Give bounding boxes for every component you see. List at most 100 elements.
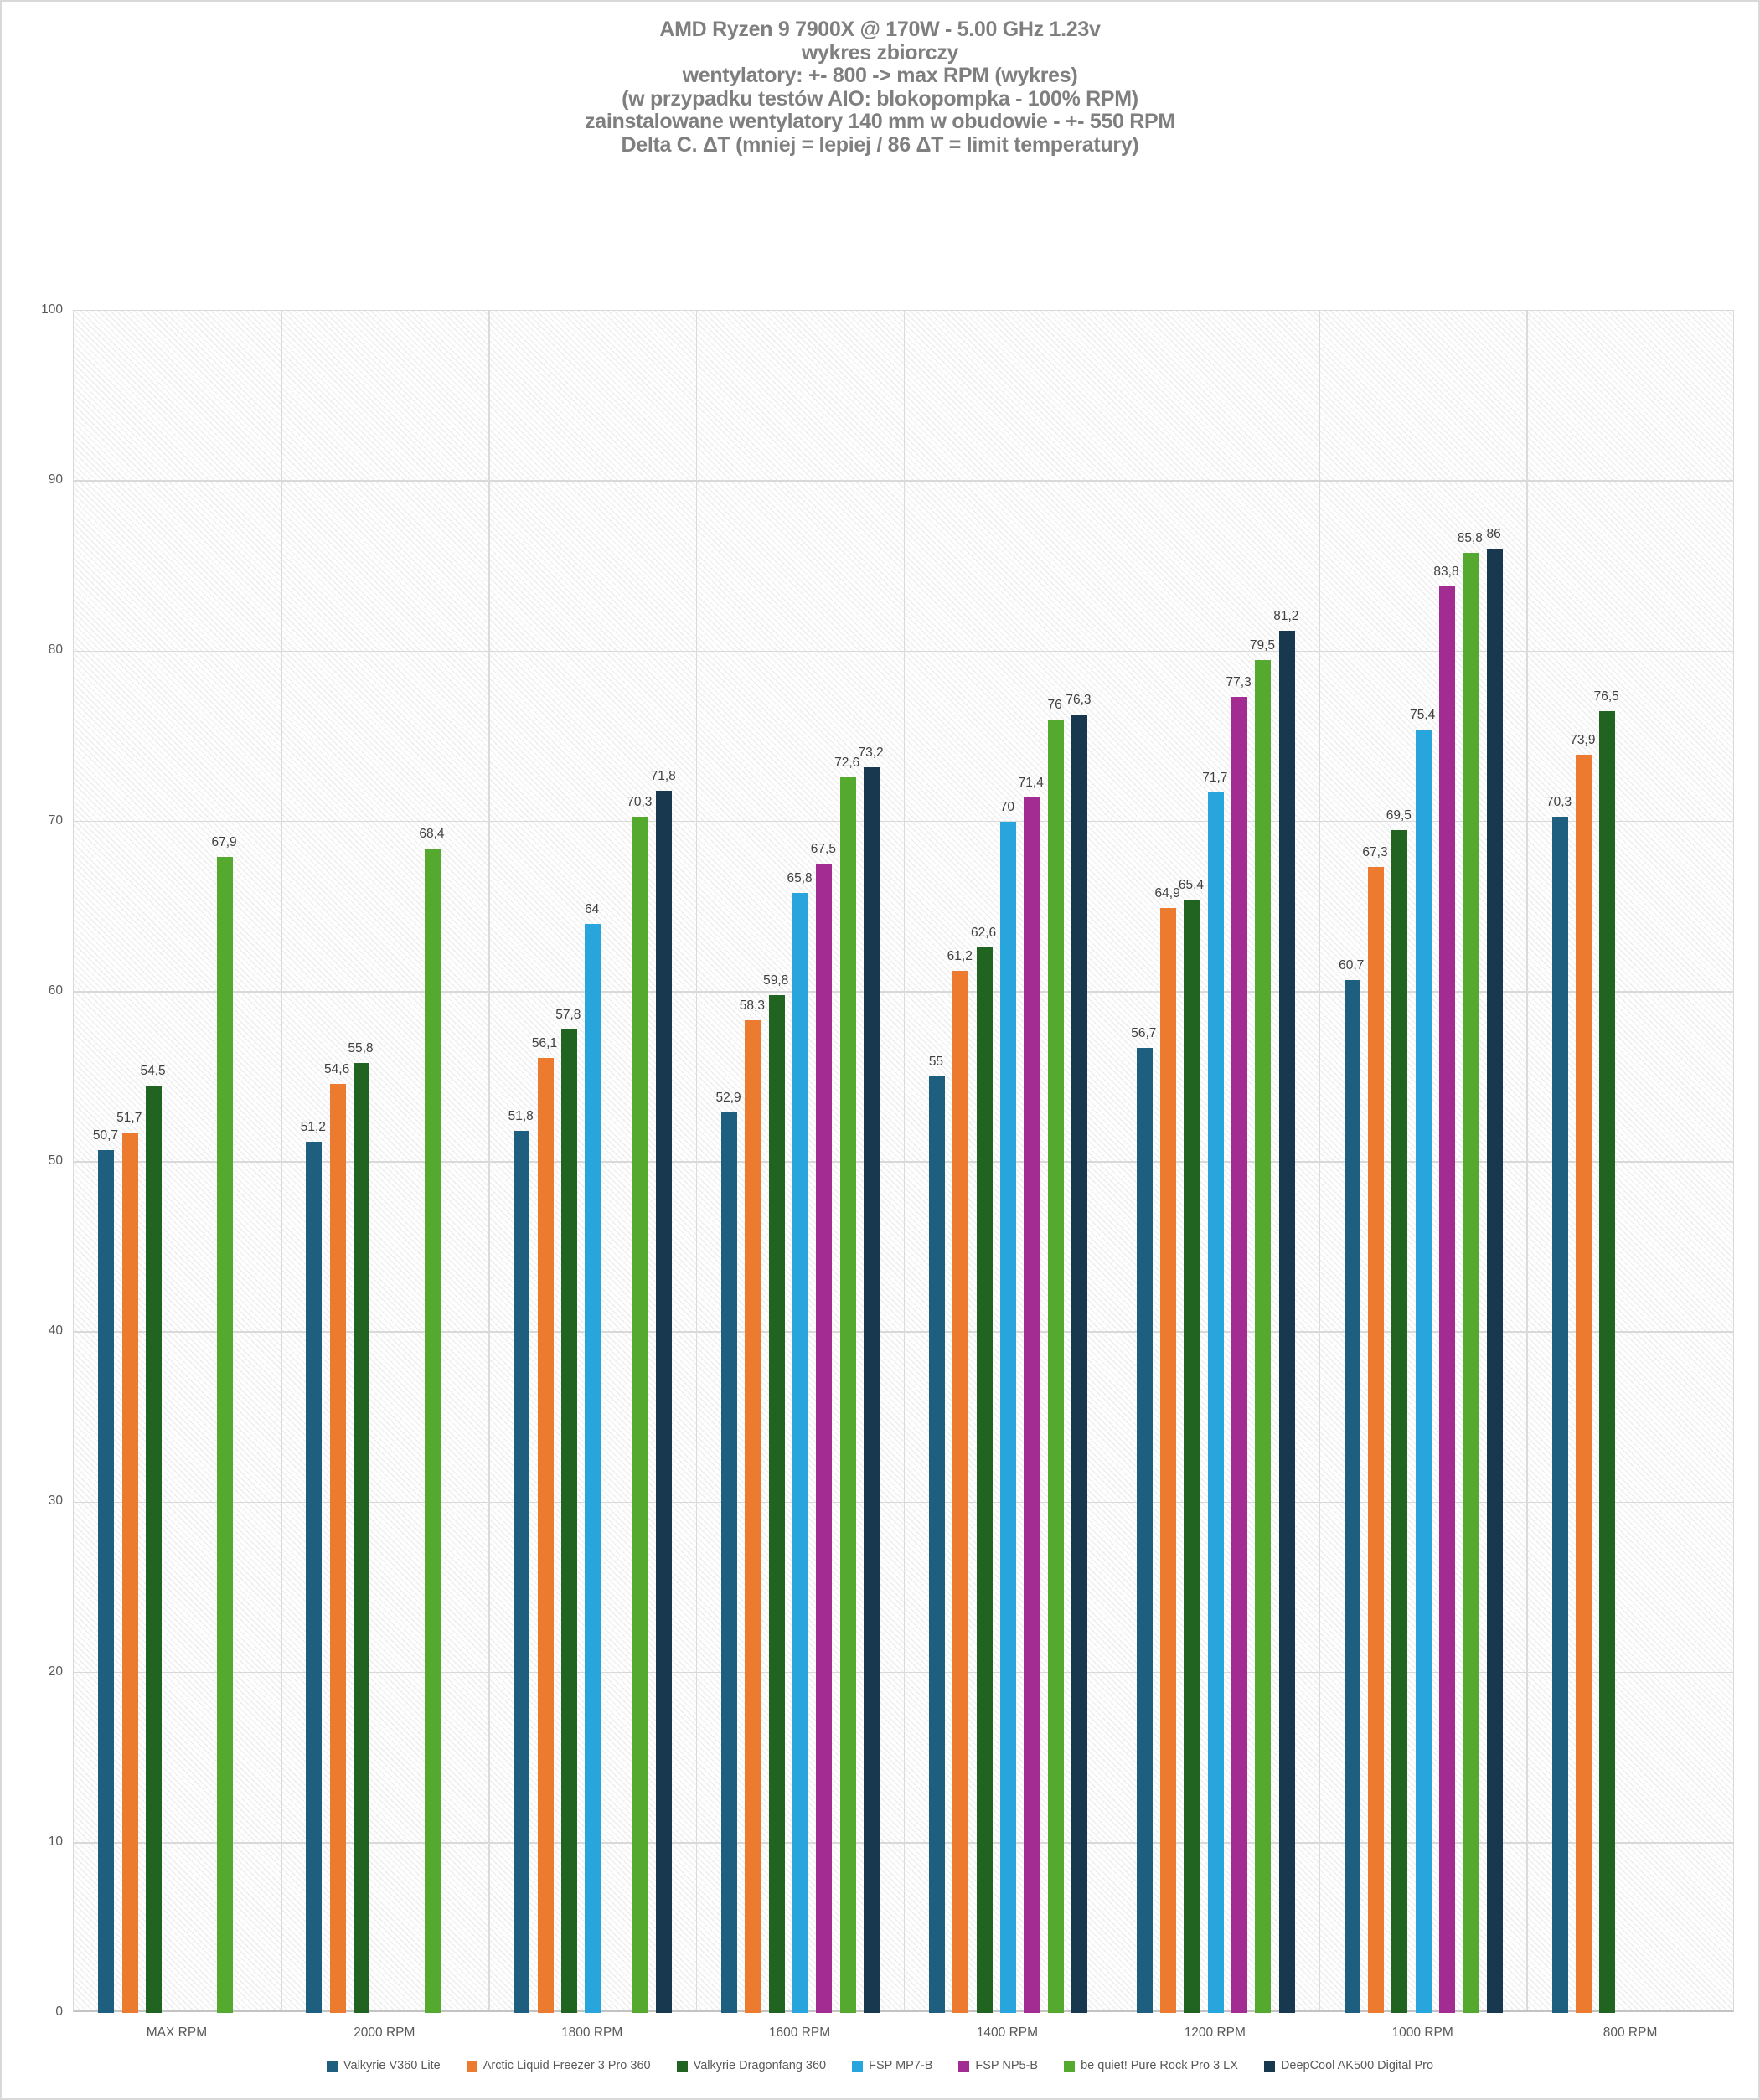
legend-swatch-icon [1064,2060,1076,2072]
bar-fsp-mp7-b [999,821,1016,2013]
bar-valkyrie-dragonfang-360 [976,947,993,2013]
bar-be-quiet-pure-rock-pro-3-lx [424,849,441,2013]
y-axis-tick-label: 90 [48,472,63,488]
bar-value-label: 54,6 [324,1061,350,1076]
y-axis-tick-label: 60 [48,983,63,998]
y-axis-tick-label: 100 [41,302,63,317]
y-axis-tick-label: 80 [48,642,63,658]
bar-be-quiet-pure-rock-pro-3-lx [217,857,234,2013]
bar-valkyrie-v360-lite [1344,979,1360,2013]
bar-value-label: 55,8 [348,1041,374,1056]
chart-title: AMD Ryzen 9 7900X @ 170W - 5.00 GHz 1.23… [2,18,1758,157]
x-axis-category-label: 2000 RPM [354,2025,415,2040]
y-axis-tick-label: 50 [48,1153,63,1168]
bar-value-label: 77,3 [1226,675,1252,690]
legend-item: FSP MP7-B [852,2059,932,2072]
bar-value-label: 83,8 [1433,565,1459,580]
bar-arctic-liquid-freezer-3-pro-360 [329,1083,346,2013]
bar-valkyrie-v360-lite [514,1131,530,2013]
bar-valkyrie-dragonfang-360 [1391,829,1408,2013]
y-axis-tick-label: 70 [48,813,63,828]
horizontal-gridline [74,1842,1733,1844]
legend-swatch-icon [326,2060,338,2072]
bar-value-label: 51,8 [508,1109,534,1124]
y-axis-tick-label: 30 [48,1494,63,1509]
bar-valkyrie-v360-lite [1551,816,1568,2013]
bar-value-label: 71,4 [1018,776,1044,791]
bar-valkyrie-v360-lite [1136,1047,1153,2013]
x-axis-category-label: 1800 RPM [561,2025,623,2040]
legend-label: be quiet! Pure Rock Pro 3 LX [1081,2059,1238,2072]
bar-valkyrie-v360-lite [721,1112,738,2013]
bar-deepcool-ak500-digital-pro [1486,549,1503,2013]
bar-fsp-mp7-b [792,892,809,2013]
legend-item: FSP NP5-B [958,2059,1038,2072]
bar-value-label: 86 [1486,527,1501,542]
bar-arctic-liquid-freezer-3-pro-360 [745,1020,761,2013]
horizontal-gridline [74,650,1733,653]
bar-value-label: 64,9 [1154,886,1180,901]
bar-fsp-mp7-b [1207,792,1224,2013]
bar-arctic-liquid-freezer-3-pro-360 [1575,755,1592,2013]
bar-fsp-mp7-b [1415,729,1432,2013]
bar-fsp-mp7-b [585,923,601,2013]
bar-arctic-liquid-freezer-3-pro-360 [1368,867,1385,2013]
legend-label: Arctic Liquid Freezer 3 Pro 360 [483,2059,651,2072]
bar-be-quiet-pure-rock-pro-3-lx [1047,719,1064,2013]
bar-value-label: 56,7 [1131,1025,1157,1040]
legend-label: DeepCool AK500 Digital Pro [1280,2059,1434,2072]
bar-value-label: 71,8 [650,769,676,784]
bar-value-label: 76,3 [1066,692,1092,707]
bar-valkyrie-dragonfang-360 [1184,900,1200,2013]
legend-item: Valkyrie V360 Lite [326,2059,441,2072]
bar-value-label: 52,9 [715,1091,741,1106]
bar-valkyrie-v360-lite [928,1076,945,2013]
legend-swatch-icon [852,2060,864,2072]
legend-label: Valkyrie V360 Lite [343,2059,441,2072]
bar-value-label: 65,4 [1178,878,1205,893]
legend: Valkyrie V360 Lite Arctic Liquid Freezer … [2,2059,1758,2072]
bar-value-label: 71,7 [1202,771,1228,786]
horizontal-gridline [74,1331,1733,1333]
y-axis-tick-label: 0 [55,2005,63,2019]
bar-fsp-np5-b [1024,797,1040,2013]
bar-be-quiet-pure-rock-pro-3-lx [839,777,856,2013]
bar-value-label: 51,7 [116,1111,142,1126]
x-axis-category-label: 800 RPM [1603,2025,1658,2040]
legend-swatch-icon [466,2060,477,2072]
bar-valkyrie-dragonfang-360 [560,1029,577,2013]
bar-value-label: 62,6 [971,925,997,940]
x-axis-category-label: 1400 RPM [976,2025,1039,2040]
bar-value-label: 67,3 [1362,845,1388,860]
legend-item: Arctic Liquid Freezer 3 Pro 360 [466,2059,651,2072]
title-line: wykres zbiorczy [801,40,959,64]
bar-valkyrie-v360-lite [98,1149,115,2013]
title-line: (w przypadku testów AIO: blokopompka - 1… [622,86,1138,111]
bar-be-quiet-pure-rock-pro-3-lx [1255,659,1272,2013]
horizontal-gridline [74,991,1733,993]
bar-deepcool-ak500-digital-pro [656,791,673,2013]
bar-deepcool-ak500-digital-pro [1071,714,1087,2013]
bar-value-label: 57,8 [555,1007,581,1022]
legend-label: FSP NP5-B [975,2059,1039,2072]
vertical-gridline [281,311,282,2010]
plot-area [73,310,1734,2013]
y-axis-tick-label: 10 [48,1834,63,1849]
bar-value-label: 85,8 [1457,530,1483,545]
bar-value-label: 54,5 [140,1063,166,1078]
bar-value-label: 70,3 [627,794,653,809]
horizontal-gridline [74,1501,1733,1504]
bar-deepcool-ak500-digital-pro [864,766,880,2013]
horizontal-gridline [74,1161,1733,1163]
x-axis-category-label: 1600 RPM [768,2025,831,2040]
bar-arctic-liquid-freezer-3-pro-360 [952,971,969,2013]
bar-value-label: 55 [928,1055,944,1070]
legend-item: be quiet! Pure Rock Pro 3 LX [1064,2059,1238,2072]
bar-value-label: 50,7 [92,1127,119,1143]
horizontal-gridline [74,1671,1733,1674]
vertical-gridline [695,311,698,2010]
y-axis-tick-label: 40 [48,1323,63,1339]
bar-value-label: 73,2 [858,745,884,760]
vertical-gridline [488,311,490,2010]
bar-value-label: 76,5 [1593,689,1619,704]
